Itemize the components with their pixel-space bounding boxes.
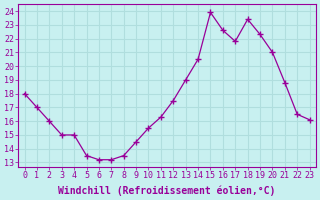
X-axis label: Windchill (Refroidissement éolien,°C): Windchill (Refroidissement éolien,°C) [58, 185, 276, 196]
